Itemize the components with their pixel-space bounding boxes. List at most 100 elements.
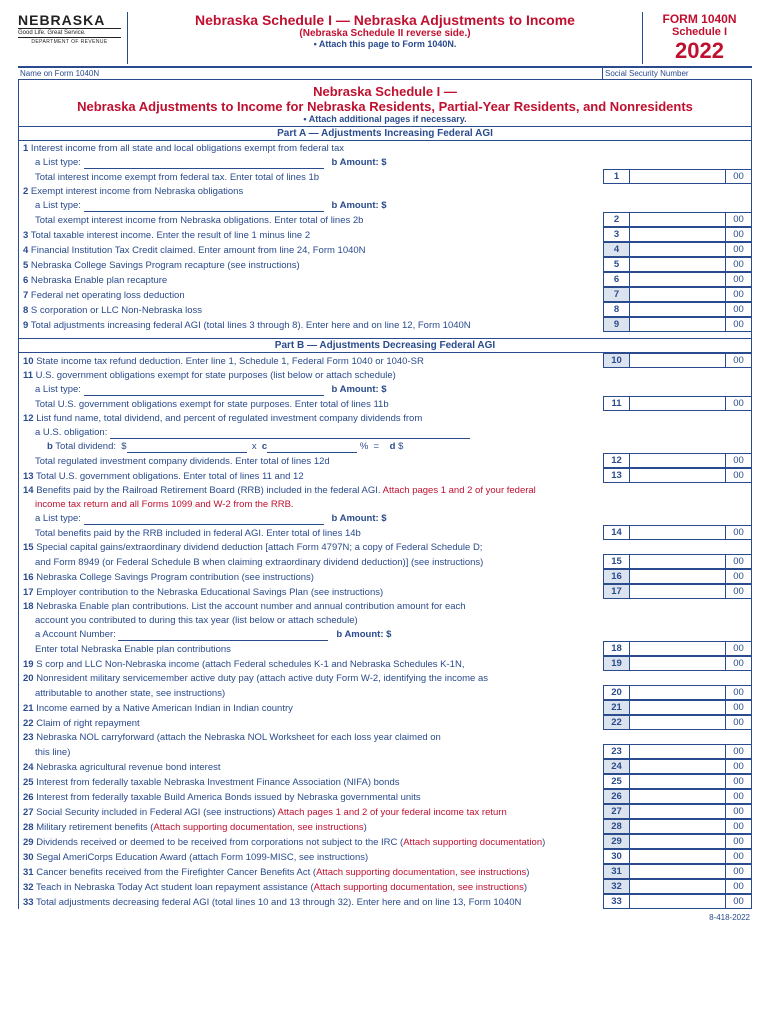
line-desc: 24 Nebraska agricultural revenue bond in… (19, 761, 603, 774)
line-row: 6 Nebraska Enable plan recapture600 (19, 272, 751, 287)
box-val[interactable] (629, 656, 725, 671)
part-a-body: 1 Interest income from all state and loc… (19, 141, 751, 332)
box-val[interactable] (629, 554, 725, 569)
line-cells: 3300 (603, 894, 751, 909)
box-num: 2 (603, 212, 629, 227)
box-val[interactable] (629, 849, 725, 864)
box-val[interactable] (629, 353, 725, 368)
line-row: 24 Nebraska agricultural revenue bond in… (19, 759, 751, 774)
line-cells: 1000 (603, 353, 751, 368)
box-val[interactable] (629, 227, 725, 242)
box-num: 14 (603, 525, 629, 540)
title: Nebraska Schedule I — Nebraska Adjustmen… (136, 12, 634, 28)
line-row: this line)2300 (19, 744, 751, 759)
box-cents: 00 (725, 819, 751, 834)
line-desc: a List type: b Amount: $ (19, 199, 603, 212)
box-num: 24 (603, 759, 629, 774)
line-cells: 3200 (603, 879, 751, 894)
box-val[interactable] (629, 819, 725, 834)
line-row: 16 Nebraska College Savings Program cont… (19, 569, 751, 584)
line-desc: 23 Nebraska NOL carryforward (attach the… (19, 731, 603, 744)
line-desc: a List type: b Amount: $ (19, 156, 603, 169)
box-num: 15 (603, 554, 629, 569)
line-row: 30 Segal AmeriCorps Education Award (att… (19, 849, 751, 864)
box-val[interactable] (629, 584, 725, 599)
box-cents: 00 (725, 257, 751, 272)
line-cells: 2400 (603, 759, 751, 774)
subtitle1: (Nebraska Schedule II reverse side.) (136, 28, 634, 39)
line-cells: 100 (603, 169, 751, 184)
line-row: 28 Military retirement benefits (Attach … (19, 819, 751, 834)
box-num: 33 (603, 894, 629, 909)
section-title: Nebraska Schedule I — Nebraska Adjustmen… (19, 80, 751, 126)
box-cents: 00 (725, 849, 751, 864)
box-num: 1 (603, 169, 629, 184)
line-row: Total interest income exempt from federa… (19, 169, 751, 184)
box-val[interactable] (629, 685, 725, 700)
line-desc: 19 S corp and LLC Non-Nebraska income (a… (19, 658, 603, 671)
box-val[interactable] (629, 272, 725, 287)
box-val[interactable] (629, 302, 725, 317)
line-row: Total U.S. government obligations exempt… (19, 396, 751, 411)
line-cells: 800 (603, 302, 751, 317)
name-row: Name on Form 1040N Social Security Numbe… (18, 68, 752, 80)
line-row: 17 Employer contribution to the Nebraska… (19, 584, 751, 599)
section-l1: Nebraska Schedule I — (19, 84, 751, 99)
box-val[interactable] (629, 879, 725, 894)
line-row: 21 Income earned by a Native American In… (19, 700, 751, 715)
box-val[interactable] (629, 525, 725, 540)
line-desc: 1 Interest income from all state and loc… (19, 142, 603, 155)
box-num: 27 (603, 804, 629, 819)
line-desc: a List type: b Amount: $ (19, 383, 603, 396)
line-row: 25 Interest from federally taxable Nebra… (19, 774, 751, 789)
line-row: 22 Claim of right repayment2200 (19, 715, 751, 730)
box-val[interactable] (629, 169, 725, 184)
box-val[interactable] (629, 257, 725, 272)
box-val[interactable] (629, 242, 725, 257)
box-val[interactable] (629, 744, 725, 759)
box-num: 17 (603, 584, 629, 599)
box-val[interactable] (629, 894, 725, 909)
box-val[interactable] (629, 864, 725, 879)
line-row: 2 Exempt interest income from Nebraska o… (19, 184, 751, 198)
box-val[interactable] (629, 804, 725, 819)
line-desc: 29 Dividends received or deemed to be re… (19, 836, 603, 849)
line-row: a List type: b Amount: $ (19, 198, 751, 212)
box-val[interactable] (629, 715, 725, 730)
line-desc: Total U.S. government obligations exempt… (19, 398, 603, 411)
line-cells: 2500 (603, 774, 751, 789)
box-val[interactable] (629, 700, 725, 715)
box-num: 4 (603, 242, 629, 257)
box-val[interactable] (629, 287, 725, 302)
box-num: 18 (603, 641, 629, 656)
line-desc: 3 Total taxable interest income. Enter t… (19, 229, 603, 242)
line-desc: 10 State income tax refund deduction. En… (19, 355, 603, 368)
box-cents: 00 (725, 744, 751, 759)
line-desc: b Total dividend: $ x c % = d $ (19, 440, 603, 453)
box-val[interactable] (629, 396, 725, 411)
line-desc: 27 Social Security included in Federal A… (19, 806, 603, 819)
box-val[interactable] (629, 212, 725, 227)
line-row: 27 Social Security included in Federal A… (19, 804, 751, 819)
line-desc: 5 Nebraska College Savings Program recap… (19, 259, 603, 272)
box-val[interactable] (629, 774, 725, 789)
line-cells: 700 (603, 287, 751, 302)
line-row: Total regulated investment company divid… (19, 453, 751, 468)
box-val[interactable] (629, 834, 725, 849)
box-num: 31 (603, 864, 629, 879)
line-cells: 3000 (603, 849, 751, 864)
line-row: account you contributed to during this t… (19, 613, 751, 627)
box-val[interactable] (629, 453, 725, 468)
line-cells: 1300 (603, 468, 751, 483)
box-val[interactable] (629, 759, 725, 774)
box-val[interactable] (629, 641, 725, 656)
box-val[interactable] (629, 789, 725, 804)
box-val[interactable] (629, 468, 725, 483)
box-val[interactable] (629, 317, 725, 332)
box-cents: 00 (725, 804, 751, 819)
line-row: 18 Nebraska Enable plan contributions. L… (19, 599, 751, 613)
box-val[interactable] (629, 569, 725, 584)
line-cells: 1100 (603, 396, 751, 411)
line-desc: account you contributed to during this t… (19, 614, 603, 627)
line-row: 32 Teach in Nebraska Today Act student l… (19, 879, 751, 894)
